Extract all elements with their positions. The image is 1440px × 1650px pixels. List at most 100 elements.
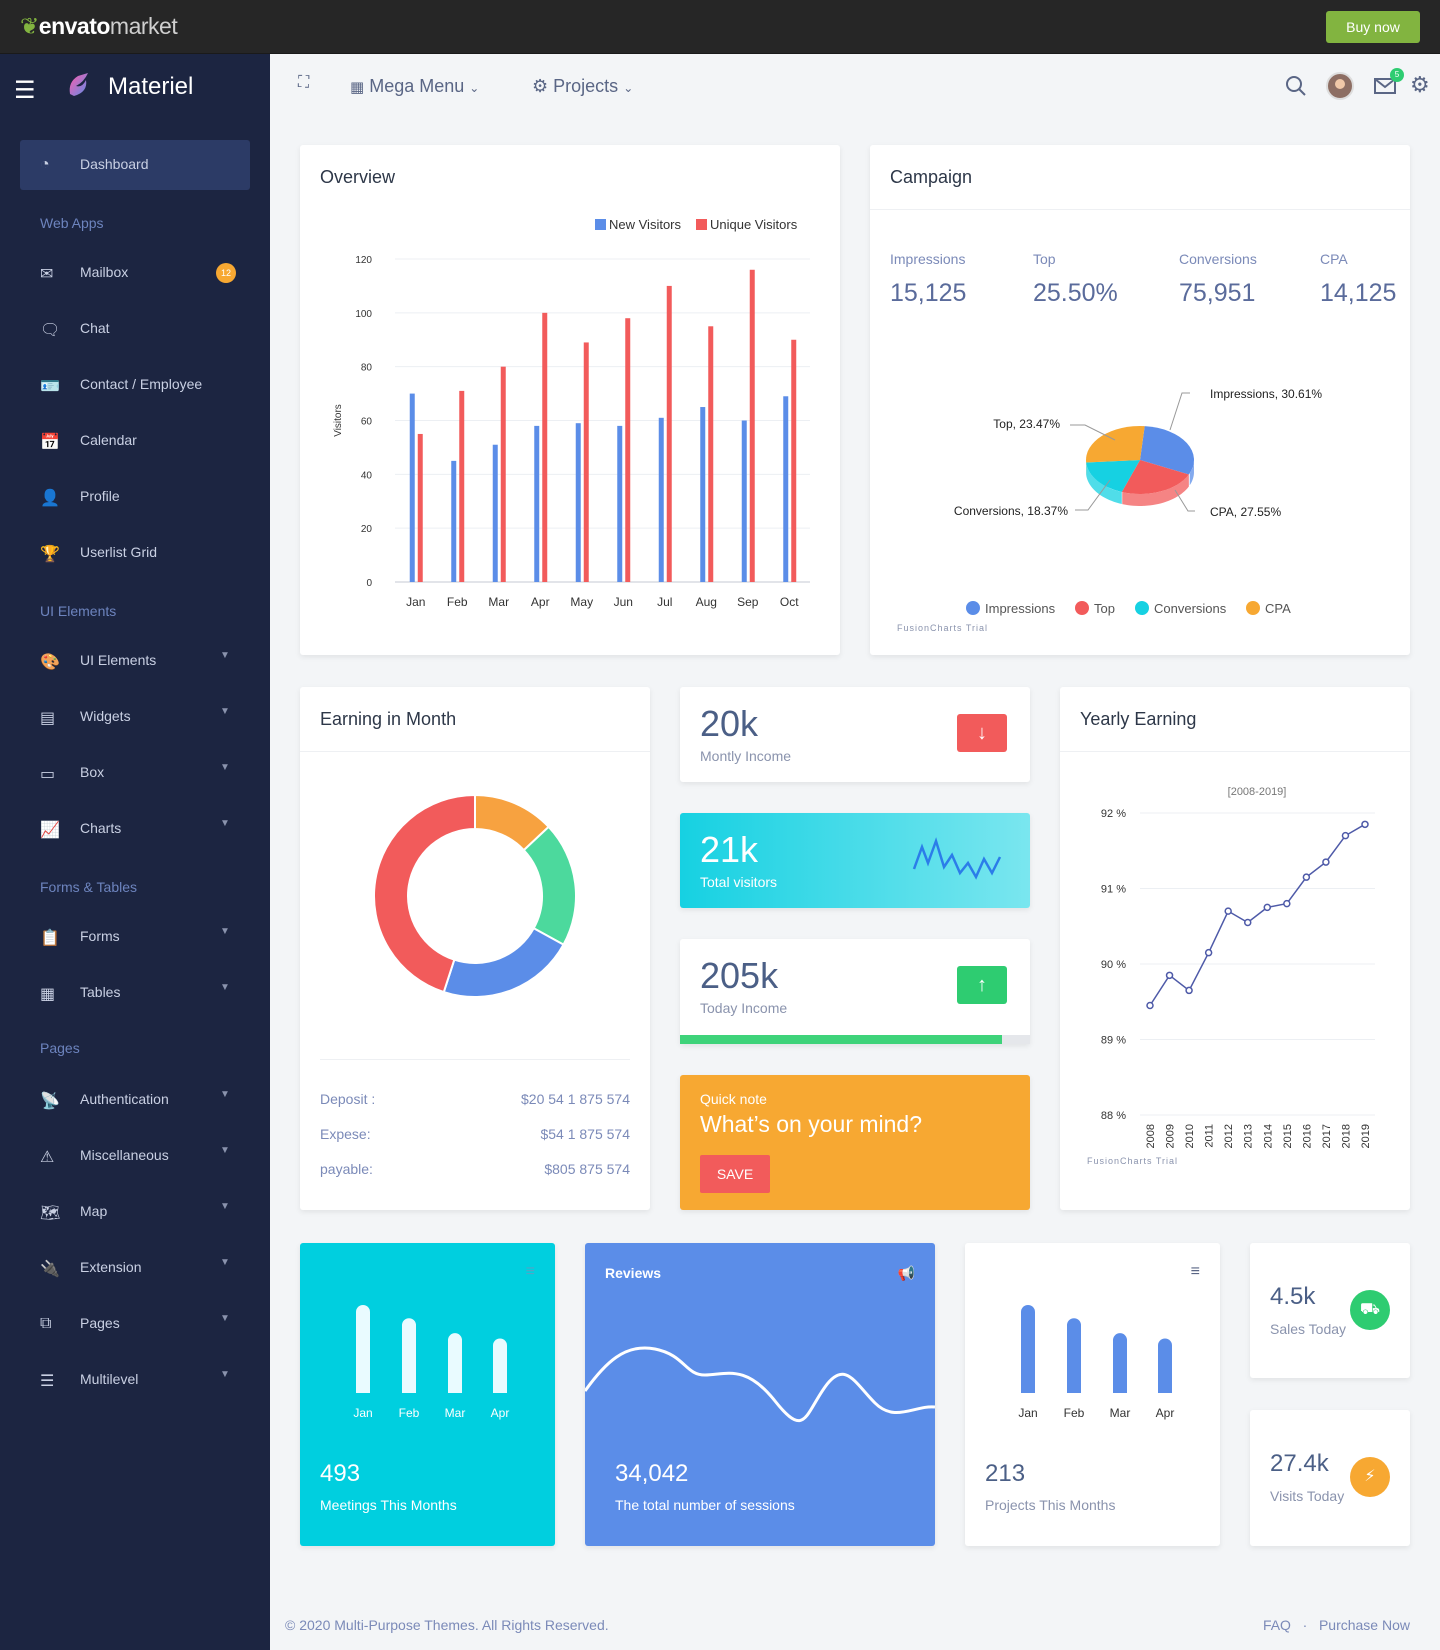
projects-dropdown[interactable]: ⚙ Projects ⌄ [532, 76, 633, 97]
donut-segment[interactable] [442, 926, 565, 998]
sidebar-item-calendar[interactable]: 📅 Calendar [0, 416, 270, 466]
sidebar-item-extension[interactable]: 🔌 Extension ▼ [0, 1243, 270, 1293]
bar-new-visitors[interactable] [409, 393, 415, 582]
mini-bar[interactable] [1067, 1318, 1081, 1393]
yearly-earning-card: Yearly Earning [2008-2019] 88 % 89 % 90 % 91… [1060, 687, 1410, 1210]
line-point[interactable] [1322, 858, 1330, 866]
sidebar-item-contact-employee[interactable]: 🪪 Contact / Employee [0, 360, 270, 410]
line-point[interactable] [1165, 971, 1174, 980]
bar-unique-visitors[interactable] [625, 318, 631, 582]
quick-note-big[interactable]: What’s on your mind? [700, 1111, 923, 1137]
sidebar-item-chat[interactable]: 🗨 Chat [0, 304, 270, 354]
sidebar-item-label: Map [80, 1203, 108, 1219]
bar-new-visitors[interactable] [700, 407, 706, 582]
pie-slice-conversions[interactable] [1086, 460, 1140, 493]
deposit-label: Deposit : [320, 1091, 376, 1107]
bar-unique-visitors[interactable] [583, 342, 589, 582]
legend-label[interactable]: CPA [1265, 601, 1291, 616]
sidebar-item-multilevel[interactable]: ☰ Multilevel ▼ [0, 1355, 270, 1405]
line-point[interactable] [1185, 986, 1193, 995]
bar-unique-visitors[interactable] [459, 390, 465, 582]
mini-bar[interactable] [356, 1305, 370, 1393]
bar-new-visitors[interactable] [451, 460, 457, 582]
legend-label[interactable]: Top [1094, 601, 1115, 616]
sidebar-item-forms[interactable]: 📋 Forms ▼ [0, 912, 270, 962]
sidebar-item-box[interactable]: ▭ Box ▼ [0, 748, 270, 798]
menu-lines-icon[interactable]: ≡ [1190, 1263, 1200, 1280]
pie-slice-top[interactable] [1121, 460, 1189, 494]
expense-label: Expese: [320, 1126, 371, 1142]
bar-new-visitors[interactable] [492, 444, 498, 582]
sidebar-item-ui-elements[interactable]: 🎨 UI Elements ▼ [0, 636, 270, 686]
sidebar-item-charts[interactable]: 📈 Charts ▼ [0, 804, 270, 854]
bar-new-visitors[interactable] [617, 425, 623, 582]
mini-bar[interactable] [1158, 1338, 1172, 1393]
fullscreen-icon[interactable]: ⛶ [298, 74, 310, 91]
line-point[interactable] [1263, 903, 1272, 912]
sidebar-item-authentication[interactable]: 📡 Authentication ▼ [0, 1075, 270, 1125]
buy-now-button[interactable]: Buy now [1326, 11, 1420, 43]
sidebar-item-pages[interactable]: ⧉ Pages ▼ [0, 1299, 270, 1349]
sidebar-item-mailbox[interactable]: ✉ Mailbox 12 [0, 248, 270, 298]
legend-label[interactable]: Conversions [1154, 601, 1227, 616]
legend-label[interactable]: Impressions [985, 601, 1056, 616]
line-point[interactable] [1243, 918, 1252, 927]
sidebar-item-miscellaneous[interactable]: ⚠ Miscellaneous ▼ [0, 1131, 270, 1181]
faq-link[interactable]: FAQ [1262, 1617, 1291, 1633]
legend-label[interactable]: New Visitors [609, 217, 682, 232]
bar-new-visitors[interactable] [741, 420, 747, 583]
x-tick-label: Jan [1018, 1406, 1037, 1420]
purchase-now-link[interactable]: Purchase Now [1318, 1617, 1410, 1633]
donut-segment[interactable] [522, 825, 577, 947]
bar-unique-visitors[interactable] [708, 326, 714, 582]
pie-slice-side [1122, 474, 1189, 506]
sidebar-item-map[interactable]: 🗺 Map ▼ [0, 1187, 270, 1237]
mini-bar[interactable] [402, 1318, 416, 1393]
x-tick-label: Mar [1110, 1406, 1131, 1420]
mini-bar[interactable] [1113, 1333, 1127, 1393]
line-point[interactable] [1224, 907, 1232, 915]
bar-unique-visitors[interactable] [749, 269, 755, 582]
sidebar-item-tables[interactable]: ▦ Tables ▼ [0, 968, 270, 1018]
legend-label[interactable]: Unique Visitors [710, 217, 798, 232]
donut-segment[interactable] [373, 793, 476, 994]
sidebar-item-profile[interactable]: 👤 Profile [0, 472, 270, 522]
line-point[interactable] [1204, 948, 1213, 957]
chart-line-icon: 📈 [40, 822, 60, 839]
pie-slice-cpa[interactable] [1086, 426, 1145, 463]
mail-icon[interactable] [1374, 76, 1398, 96]
bar-new-visitors[interactable] [575, 423, 581, 582]
line-point[interactable] [1361, 820, 1369, 829]
megaphone-icon[interactable]: 📢 [897, 1265, 915, 1281]
menu-lines-icon[interactable]: ≡ [525, 1263, 535, 1280]
arrow-up-icon: ↑ [957, 966, 1007, 1004]
campaign-card: Campaign Impressions 15,125 Top 25.50% C… [870, 145, 1410, 655]
mini-bar[interactable] [1021, 1305, 1035, 1393]
bar-unique-visitors[interactable] [542, 312, 548, 582]
mega-menu-dropdown[interactable]: ▦ Mega Menu ⌄ [350, 76, 479, 97]
pie-slice-impressions[interactable] [1140, 426, 1194, 475]
line-point[interactable] [1146, 1001, 1154, 1010]
sidebar-item-widgets[interactable]: ▤ Widgets ▼ [0, 692, 270, 742]
mini-bar[interactable] [493, 1338, 507, 1393]
bar-new-visitors[interactable] [783, 396, 789, 582]
save-button[interactable]: SAVE [700, 1155, 770, 1193]
line-point[interactable] [1341, 831, 1350, 840]
sidebar-item-userlist-grid[interactable]: 🏆 Userlist Grid [0, 528, 270, 578]
settings-gear-icon[interactable]: ⚙ [1410, 72, 1430, 97]
bar-unique-visitors[interactable] [791, 339, 797, 582]
line-point[interactable] [1283, 899, 1291, 908]
mini-bar[interactable] [448, 1333, 462, 1393]
avatar[interactable] [1326, 72, 1354, 100]
bar-new-visitors[interactable] [658, 417, 664, 582]
search-icon[interactable] [1284, 74, 1308, 98]
bar-unique-visitors[interactable] [500, 366, 506, 582]
hamburger-menu-icon[interactable]: ☰ [14, 77, 36, 104]
envato-logo[interactable]: ❦envatomarket [20, 13, 178, 40]
bar-new-visitors[interactable] [534, 425, 540, 582]
bar-unique-visitors[interactable] [417, 433, 423, 582]
bar-unique-visitors[interactable] [666, 285, 672, 582]
line-point[interactable] [1302, 873, 1311, 881]
total-visitors-value: 21k [700, 829, 759, 870]
sidebar-item-dashboard[interactable]: ◔ Dashboard [20, 140, 250, 190]
